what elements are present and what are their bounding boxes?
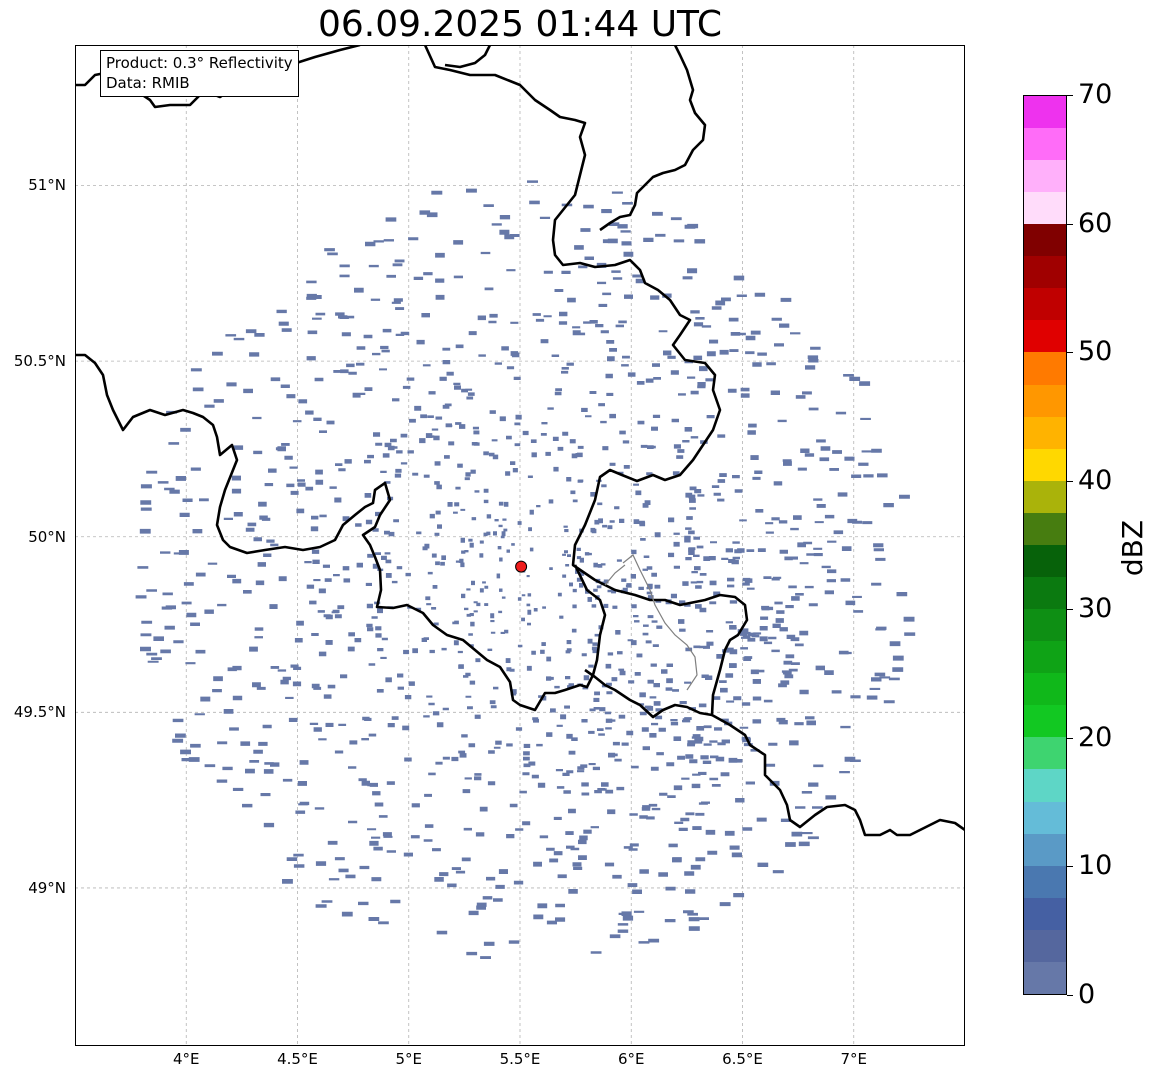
colorbar-band <box>1024 159 1066 193</box>
colorbar-band <box>1024 448 1066 481</box>
longitude-tick-label: 5°E <box>395 1050 423 1068</box>
colorbar-tick-mark <box>1067 480 1073 482</box>
region-border-line <box>604 564 626 586</box>
colorbar-band <box>1024 127 1066 160</box>
radar-site-layer <box>515 560 528 573</box>
colorbar-band <box>1024 544 1066 577</box>
colorbar-tick-label: 70 <box>1078 79 1113 110</box>
colorbar-band <box>1024 737 1066 770</box>
map-frame-border <box>75 45 965 1046</box>
colorbar-band <box>1024 833 1066 866</box>
colorbar-band <box>1024 224 1066 257</box>
longitude-tick-label: 7°E <box>840 1050 868 1068</box>
colorbar-band <box>1024 320 1066 353</box>
country-border-line <box>423 45 965 837</box>
colorbar-tick-mark <box>1067 995 1073 996</box>
latitude-tick-label: 50.5°N <box>13 352 66 371</box>
colorbar-tick-label: 40 <box>1078 464 1113 496</box>
country-border-line <box>444 45 492 69</box>
colorbar-band <box>1024 192 1066 225</box>
colorbar-band <box>1024 705 1066 738</box>
dbz-colorbar <box>1023 95 1067 995</box>
colorbar-band <box>1024 929 1066 962</box>
colorbar-tick-mark <box>1067 223 1073 225</box>
colorbar-band <box>1024 95 1066 128</box>
product-info-box: Product: 0.3° Reflectivity Data: RMIB <box>100 50 299 97</box>
latitude-tick-label: 49°N <box>28 878 66 897</box>
colorbar-band <box>1024 641 1066 674</box>
country-borders <box>75 45 965 837</box>
radar-site-marker <box>515 560 528 573</box>
colorbar-band <box>1024 256 1066 289</box>
latitude-tick-label: 50°N <box>28 527 66 546</box>
map-gridlines <box>75 45 965 1046</box>
colorbar-band <box>1024 480 1066 513</box>
colorbar-tick-mark <box>1067 352 1073 354</box>
longitude-tick-label: 6°E <box>617 1050 645 1068</box>
data-source-label: Data: RMIB <box>106 74 190 92</box>
colorbar-band <box>1024 801 1066 834</box>
country-border-line <box>599 45 707 232</box>
colorbar-tick-label: 60 <box>1078 207 1113 239</box>
colorbar-band <box>1024 609 1066 642</box>
colorbar-band <box>1024 416 1066 449</box>
colorbar-tick-mark <box>1067 737 1073 739</box>
country-border-line <box>75 353 607 712</box>
colorbar-band <box>1024 512 1066 545</box>
colorbar-tick-mark <box>1067 95 1073 96</box>
latitude-tick-label: 51°N <box>28 176 66 195</box>
longitude-tick-label: 4°E <box>172 1050 200 1068</box>
colorbar-band <box>1024 897 1066 930</box>
colorbar-tick-label: 30 <box>1078 593 1113 625</box>
radar-map-canvas <box>75 45 965 1046</box>
latitude-tick-label: 49.5°N <box>13 703 66 722</box>
colorbar-tick-label: 0 <box>1078 979 1096 1010</box>
colorbar-tick-mark <box>1067 866 1073 868</box>
colorbar-band <box>1024 576 1066 610</box>
colorbar-band <box>1024 352 1066 385</box>
colorbar-tick-label: 20 <box>1078 721 1113 753</box>
longitude-tick-label: 5.5°E <box>499 1050 541 1068</box>
colorbar-tick-label: 50 <box>1078 336 1113 368</box>
colorbar-tick-mark <box>1067 609 1073 611</box>
product-label: Product: 0.3° Reflectivity <box>106 54 293 72</box>
colorbar-band <box>1024 865 1066 898</box>
radar-map <box>75 45 965 1046</box>
colorbar-band <box>1024 961 1066 994</box>
colorbar-band <box>1024 673 1066 706</box>
colorbar-band <box>1024 769 1066 802</box>
colorbar-band <box>1024 288 1066 321</box>
longitude-tick-label: 4.5°E <box>277 1050 318 1068</box>
colorbar-band <box>1024 384 1066 417</box>
longitude-tick-label: 6.5°E <box>722 1050 763 1068</box>
country-border-line <box>584 668 713 719</box>
map-title: 06.09.2025 01:44 UTC <box>317 4 723 45</box>
colorbar-tick-label: 10 <box>1078 850 1113 882</box>
region-border-line <box>622 554 698 691</box>
